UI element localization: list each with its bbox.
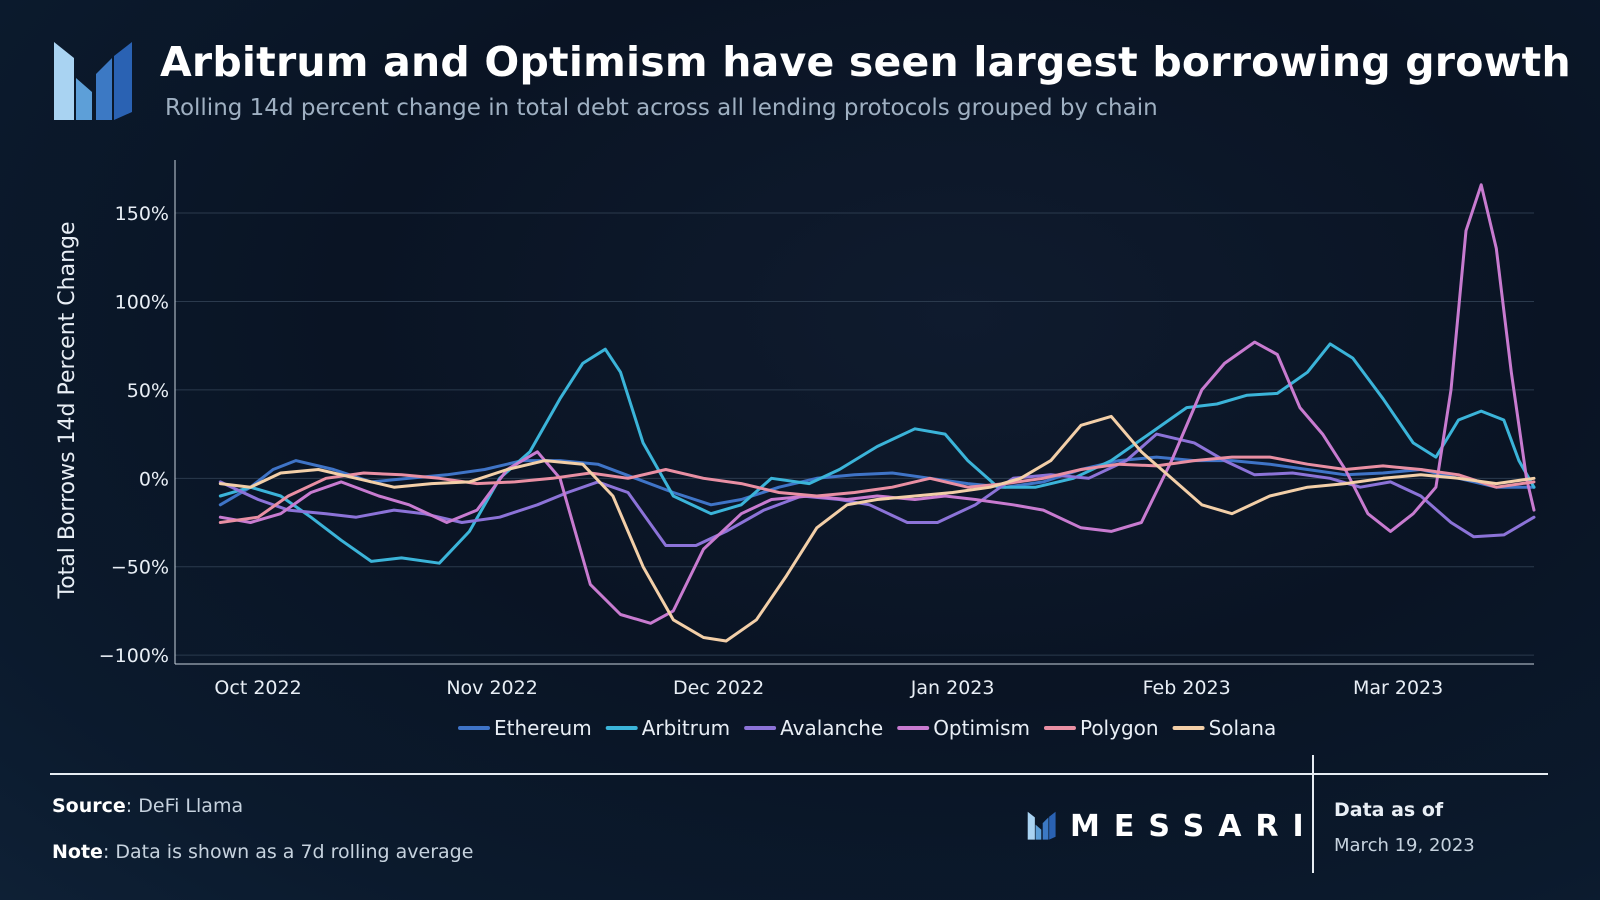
note-label: Note: [52, 841, 103, 863]
y-tick-label: −50%: [111, 557, 169, 579]
legend-label-solana: Solana: [1209, 716, 1277, 740]
x-tick-label: Feb 2023: [1143, 677, 1231, 699]
x-tick-label: Dec 2022: [673, 677, 764, 699]
line-chart: −100% −50% 0% 50% 100% 150% Oct 2022 Nov 2022 De…: [55, 160, 1536, 740]
note-value: Data is shown as a 7d rolling average: [115, 841, 474, 863]
y-tick-label: 50%: [127, 380, 169, 402]
chart-title: Arbitrum and Optimism have seen largest …: [160, 38, 1571, 86]
y-tick-label: −100%: [99, 645, 169, 667]
x-tick-label: Oct 2022: [214, 677, 301, 699]
x-tick-label: Nov 2022: [446, 677, 537, 699]
messari-wordmark: MESSARI: [1070, 808, 1318, 844]
x-tick-label: Mar 2023: [1353, 677, 1443, 699]
y-tick-label: 150%: [115, 203, 169, 225]
series-line-arbitrum: [218, 342, 1536, 565]
legend-label-ethereum: Ethereum: [494, 716, 592, 740]
legend-label-optimism: Optimism: [933, 716, 1030, 740]
data-as-of-date: March 19, 2023: [1334, 835, 1475, 856]
series-line-polygon: [218, 455, 1536, 524]
y-tick-label: 0%: [139, 468, 169, 490]
messari-logo-icon: [54, 42, 132, 120]
messari-brand: MESSARI: [1026, 808, 1318, 844]
footer-divider: [50, 773, 1548, 775]
series-line-optimism: [218, 183, 1536, 625]
source-value: DeFi Llama: [138, 795, 244, 817]
y-axis-label: Total Borrows 14d Percent Change: [55, 221, 80, 599]
x-tick-label: Jan 2023: [910, 677, 995, 699]
y-tick-label: 100%: [115, 291, 169, 313]
source-note: Source: DeFi Llama: [52, 795, 244, 817]
series-line-solana: [218, 414, 1536, 643]
messari-mark-icon: [1027, 811, 1056, 840]
data-note: Note: Data is shown as a 7d rolling aver…: [52, 841, 474, 863]
legend-label-polygon: Polygon: [1080, 716, 1159, 740]
legend-label-avalanche: Avalanche: [780, 716, 883, 740]
data-as-of-label: Data as of: [1334, 799, 1444, 821]
chart-subtitle: Rolling 14d percent change in total debt…: [165, 95, 1158, 121]
series-line-ethereum: [218, 455, 1536, 507]
source-label: Source: [52, 795, 126, 817]
footer-vertical-divider: [1312, 755, 1314, 873]
legend-label-arbitrum: Arbitrum: [642, 716, 730, 740]
